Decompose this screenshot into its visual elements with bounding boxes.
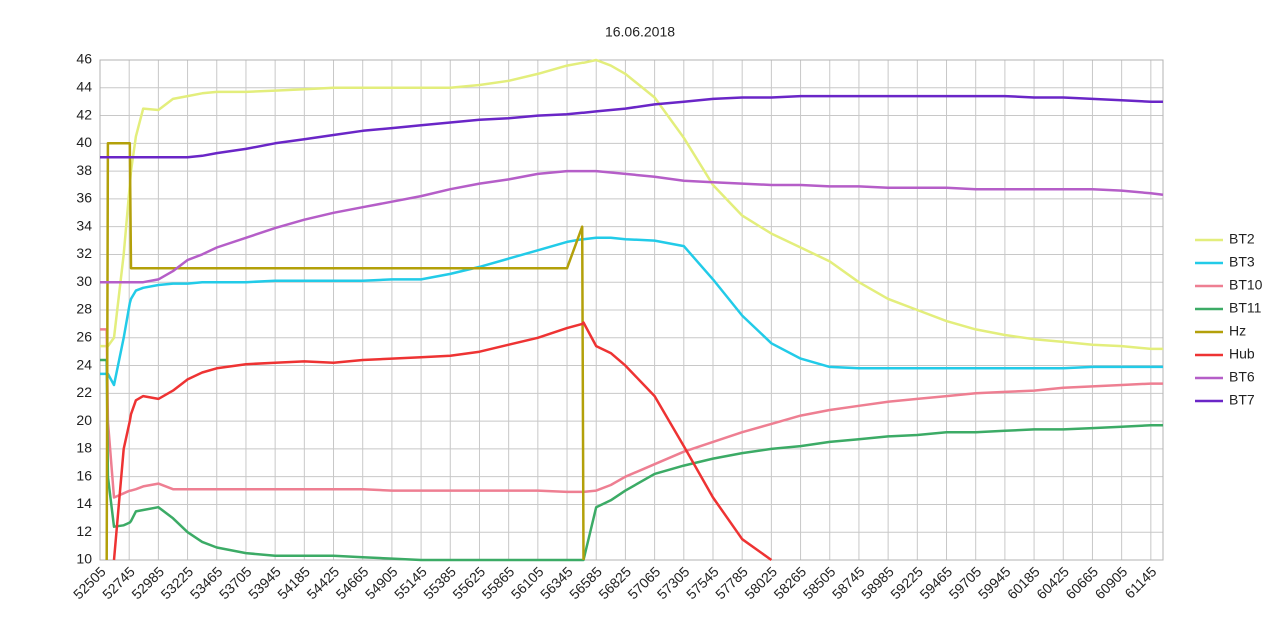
x-tick-label: 60425 [1033,563,1072,602]
series-line [100,358,1163,562]
y-tick-label: 28 [76,301,92,317]
x-tick-label: 55385 [420,563,459,602]
x-tick-label: 52745 [99,563,138,602]
x-tick-label: 55145 [391,563,430,602]
series-line [112,321,773,562]
y-tick-label: 26 [76,328,92,344]
x-tick-label: 59705 [946,563,985,602]
y-tick-label: 10 [76,551,92,567]
y-tick-label: 42 [76,106,92,122]
legend-label: BT6 [1229,369,1255,385]
series-line [100,169,1164,284]
x-tick-label: 61145 [1121,563,1159,601]
x-tick-label: 59945 [975,563,1014,602]
x-tick-label: 60665 [1062,563,1101,602]
x-tick-label: 55865 [479,563,518,602]
x-tick-label: 57305 [654,563,693,602]
x-tick-label: 57545 [683,563,722,602]
x-tick-label: 58985 [858,563,897,602]
x-tick-label: 58025 [741,563,780,602]
series-line [100,58,1163,351]
legend-label: BT7 [1229,392,1255,408]
x-tick-label: 54425 [303,563,342,602]
y-tick-label: 14 [76,495,92,511]
y-tick-label: 12 [76,523,92,539]
y-tick-label: 16 [76,467,92,483]
x-tick-label: 54185 [274,563,313,602]
legend-label: BT10 [1229,277,1263,293]
plot-frame [99,59,1164,561]
x-tick-label: 60905 [1092,563,1131,602]
legend-label: BT3 [1229,254,1255,270]
y-tick-label: 30 [76,273,92,289]
y-tick-label: 18 [76,440,92,456]
series-line [100,94,1163,159]
legend-label: Hub [1229,346,1255,362]
x-tick-label: 52505 [70,563,109,602]
y-tick-label: 38 [76,162,92,178]
legend-label: BT11 [1229,300,1262,316]
x-tick-label: 56825 [595,563,634,602]
x-tick-label: 59225 [887,563,926,602]
x-tick-label: 53705 [216,563,255,602]
x-tick-label: 56345 [537,563,576,602]
y-tick-label: 20 [76,412,92,428]
x-tick-label: 52985 [128,563,167,602]
y-tick-label: 24 [76,356,92,372]
x-tick-label: 60185 [1004,563,1043,602]
x-tick-label: 57785 [712,563,751,602]
x-tick-label: 58745 [829,563,868,602]
x-tick-label: 59465 [916,563,955,602]
chart-title: 16.06.2018 [605,24,675,40]
x-tick-label: 54905 [362,563,401,602]
series-line [100,236,1163,387]
series-line [105,142,585,561]
y-tick-label: 44 [76,78,92,94]
y-tick-label: 34 [76,217,92,233]
x-tick-label: 57065 [625,563,664,602]
x-tick-label: 53945 [245,563,284,602]
y-tick-label: 22 [76,384,92,400]
x-tick-label: 58505 [800,563,839,602]
legend-label: BT2 [1229,231,1255,247]
y-tick-label: 32 [76,245,92,261]
x-tick-label: 55625 [449,563,488,602]
legend-label: Hz [1229,323,1246,339]
x-tick-label: 56585 [566,563,605,602]
x-tick-label: 56105 [508,563,547,602]
series-line [100,328,1163,499]
x-tick-label: 53465 [187,563,226,602]
y-tick-label: 40 [76,134,92,150]
y-tick-label: 46 [76,51,92,67]
x-tick-label: 54665 [333,563,372,602]
x-tick-label: 58265 [770,563,809,602]
x-tick-label: 53225 [157,563,196,602]
y-tick-label: 36 [76,190,92,206]
